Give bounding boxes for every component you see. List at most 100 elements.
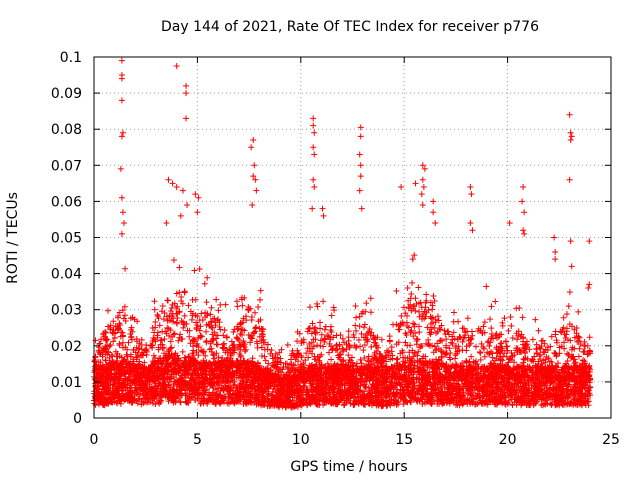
data-point bbox=[379, 354, 386, 361]
data-point bbox=[149, 400, 156, 407]
data-point bbox=[392, 382, 399, 389]
data-point bbox=[518, 331, 525, 338]
data-point bbox=[431, 365, 438, 372]
data-point bbox=[521, 356, 528, 363]
data-point bbox=[259, 331, 266, 338]
data-point bbox=[430, 293, 437, 300]
data-point bbox=[495, 346, 502, 353]
data-point bbox=[379, 398, 386, 405]
data-point bbox=[551, 379, 558, 386]
data-point bbox=[383, 349, 390, 356]
data-point bbox=[540, 357, 547, 364]
data-point bbox=[347, 357, 354, 364]
data-point bbox=[125, 339, 132, 346]
data-point bbox=[294, 350, 301, 357]
data-point bbox=[233, 358, 240, 365]
data-point bbox=[181, 312, 188, 319]
data-point bbox=[312, 329, 319, 336]
data-point bbox=[143, 395, 150, 402]
data-point bbox=[577, 341, 584, 348]
data-point bbox=[526, 346, 533, 353]
data-point bbox=[258, 344, 265, 351]
data-point bbox=[413, 301, 420, 308]
data-point bbox=[313, 300, 320, 307]
data-point bbox=[411, 350, 418, 357]
data-point bbox=[433, 346, 440, 353]
data-point bbox=[213, 296, 220, 303]
data-point bbox=[289, 350, 296, 357]
data-point bbox=[258, 330, 265, 337]
data-point bbox=[122, 265, 129, 272]
data-point bbox=[208, 324, 215, 331]
data-point bbox=[385, 352, 392, 359]
data-point bbox=[536, 344, 543, 351]
data-point bbox=[387, 393, 394, 400]
data-point bbox=[586, 334, 593, 341]
data-point bbox=[247, 339, 254, 346]
data-point bbox=[192, 397, 199, 404]
data-point bbox=[360, 308, 367, 315]
data-point bbox=[431, 297, 438, 304]
data-point bbox=[136, 345, 143, 352]
data-point bbox=[372, 340, 379, 347]
data-point bbox=[496, 331, 503, 338]
data-point bbox=[507, 313, 514, 320]
data-point bbox=[276, 349, 283, 356]
data-point bbox=[294, 367, 301, 374]
data-point bbox=[213, 341, 220, 348]
data-point bbox=[287, 356, 294, 363]
data-point bbox=[431, 343, 438, 350]
data-point bbox=[262, 357, 269, 364]
data-point bbox=[576, 334, 583, 341]
chart-title: Day 144 of 2021, Rate Of TEC Index for r… bbox=[161, 19, 539, 35]
data-point bbox=[308, 339, 315, 346]
data-point bbox=[448, 339, 455, 346]
data-point bbox=[348, 354, 355, 361]
data-point bbox=[306, 340, 313, 347]
data-point bbox=[352, 344, 359, 351]
data-point bbox=[178, 293, 185, 300]
data-point bbox=[152, 318, 159, 325]
data-point bbox=[151, 306, 158, 313]
data-point bbox=[497, 340, 504, 347]
data-point bbox=[303, 350, 310, 357]
data-point bbox=[445, 331, 452, 338]
data-point bbox=[143, 341, 150, 348]
data-point bbox=[209, 325, 216, 332]
data-point bbox=[208, 348, 215, 355]
data-point bbox=[252, 325, 259, 332]
data-point bbox=[423, 379, 430, 386]
data-point bbox=[195, 372, 202, 379]
data-point bbox=[282, 360, 289, 367]
data-point bbox=[355, 336, 362, 343]
data-point bbox=[156, 322, 163, 329]
data-point bbox=[433, 372, 440, 379]
data-point bbox=[393, 356, 400, 363]
data-point bbox=[435, 360, 442, 367]
data-point bbox=[138, 401, 145, 408]
data-point bbox=[142, 399, 149, 406]
data-point bbox=[165, 297, 172, 304]
data-point bbox=[310, 336, 317, 343]
data-point bbox=[268, 347, 275, 354]
data-point bbox=[438, 353, 445, 360]
data-point bbox=[173, 320, 180, 327]
data-point bbox=[488, 303, 495, 310]
data-point bbox=[515, 328, 522, 335]
data-point bbox=[408, 355, 415, 362]
data-point bbox=[352, 302, 359, 309]
data-point bbox=[443, 336, 450, 343]
data-point bbox=[536, 353, 543, 360]
data-point bbox=[158, 336, 165, 343]
data-point bbox=[552, 350, 559, 357]
data-point bbox=[254, 359, 261, 366]
data-point bbox=[237, 319, 244, 326]
data-point bbox=[587, 348, 594, 355]
data-point bbox=[453, 350, 460, 357]
data-point bbox=[367, 295, 374, 302]
data-points bbox=[91, 57, 594, 411]
data-point bbox=[483, 283, 490, 290]
data-point bbox=[347, 400, 354, 407]
data-point bbox=[160, 344, 167, 351]
data-point bbox=[356, 313, 363, 320]
